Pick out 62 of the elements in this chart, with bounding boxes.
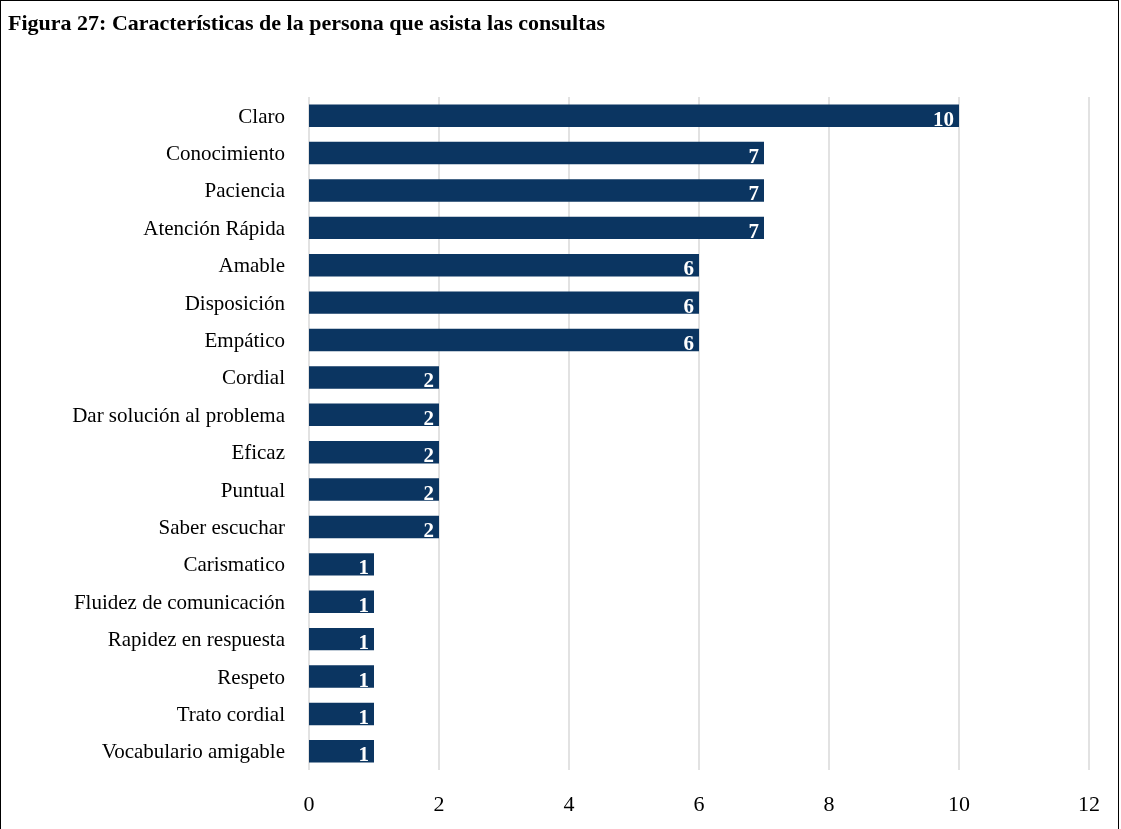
chart-title: Figura 27: Características de la persona que asista las consultas (8, 10, 606, 36)
y-tick-label: Eficaz (231, 440, 285, 465)
y-tick-label: Empático (204, 328, 285, 353)
data-label: 7 (748, 181, 759, 206)
y-tick-label: Amable (218, 253, 285, 278)
data-label: 1 (358, 630, 369, 655)
y-tick-label: Dar solución al problema (72, 402, 286, 427)
bar (309, 216, 764, 240)
y-tick-label: Trato cordial (176, 701, 286, 726)
y-tick-label: Carismatico (183, 552, 285, 577)
data-label: 6 (683, 293, 694, 318)
bar (309, 665, 374, 688)
data-label: 2 (423, 368, 434, 393)
y-tick-label: Atención Rápida (143, 215, 286, 240)
data-label: 7 (748, 144, 759, 169)
data-label: 1 (358, 704, 369, 729)
data-label: 1 (358, 555, 369, 580)
bar (309, 440, 439, 464)
bar (309, 627, 374, 651)
bar (309, 478, 439, 501)
y-tick-label: Fluidez de comunicación (73, 589, 286, 614)
bar (309, 590, 374, 613)
data-label: 1 (358, 592, 369, 617)
x-tick-label: 4 (563, 790, 575, 816)
data-label: 7 (748, 218, 759, 243)
bar (309, 403, 439, 427)
bar (309, 740, 374, 763)
x-tick-label: 10 (948, 790, 970, 816)
bar (309, 328, 699, 352)
x-tick-label: 2 (433, 790, 445, 816)
y-tick-label: Respeto (217, 664, 285, 689)
data-label: 2 (423, 443, 434, 468)
x-tick-label: 8 (823, 790, 835, 816)
data-label: 2 (423, 405, 434, 430)
bar (309, 254, 699, 277)
data-label: 10 (933, 106, 954, 131)
bar (309, 179, 764, 202)
bar (309, 291, 699, 314)
bar (309, 366, 439, 389)
data-label: 6 (683, 331, 694, 356)
bar (309, 104, 959, 127)
bar (309, 702, 374, 726)
x-tick-label: 0 (303, 790, 315, 816)
data-label: 6 (683, 256, 694, 281)
y-tick-label: Disposición (184, 290, 286, 315)
data-label: 1 (358, 742, 369, 767)
y-tick-label: Paciencia (204, 178, 286, 203)
data-label: 1 (358, 667, 369, 692)
y-tick-label: Conocimiento (166, 141, 285, 166)
y-tick-label: Rapidez en respuesta (107, 627, 286, 652)
y-tick-label: Claro (238, 103, 285, 128)
data-label: 2 (423, 480, 434, 505)
bar (309, 515, 439, 539)
y-tick-label: Cordial (222, 365, 286, 390)
y-tick-label: Puntual (220, 477, 286, 502)
bar (309, 553, 374, 576)
x-tick-label: 6 (693, 790, 705, 816)
bar (309, 141, 764, 165)
x-tick-label: 12 (1078, 790, 1100, 816)
y-tick-label: Vocabulario amigable (101, 739, 285, 764)
data-label: 2 (423, 517, 434, 542)
y-tick-label: Saber escuchar (158, 514, 285, 539)
